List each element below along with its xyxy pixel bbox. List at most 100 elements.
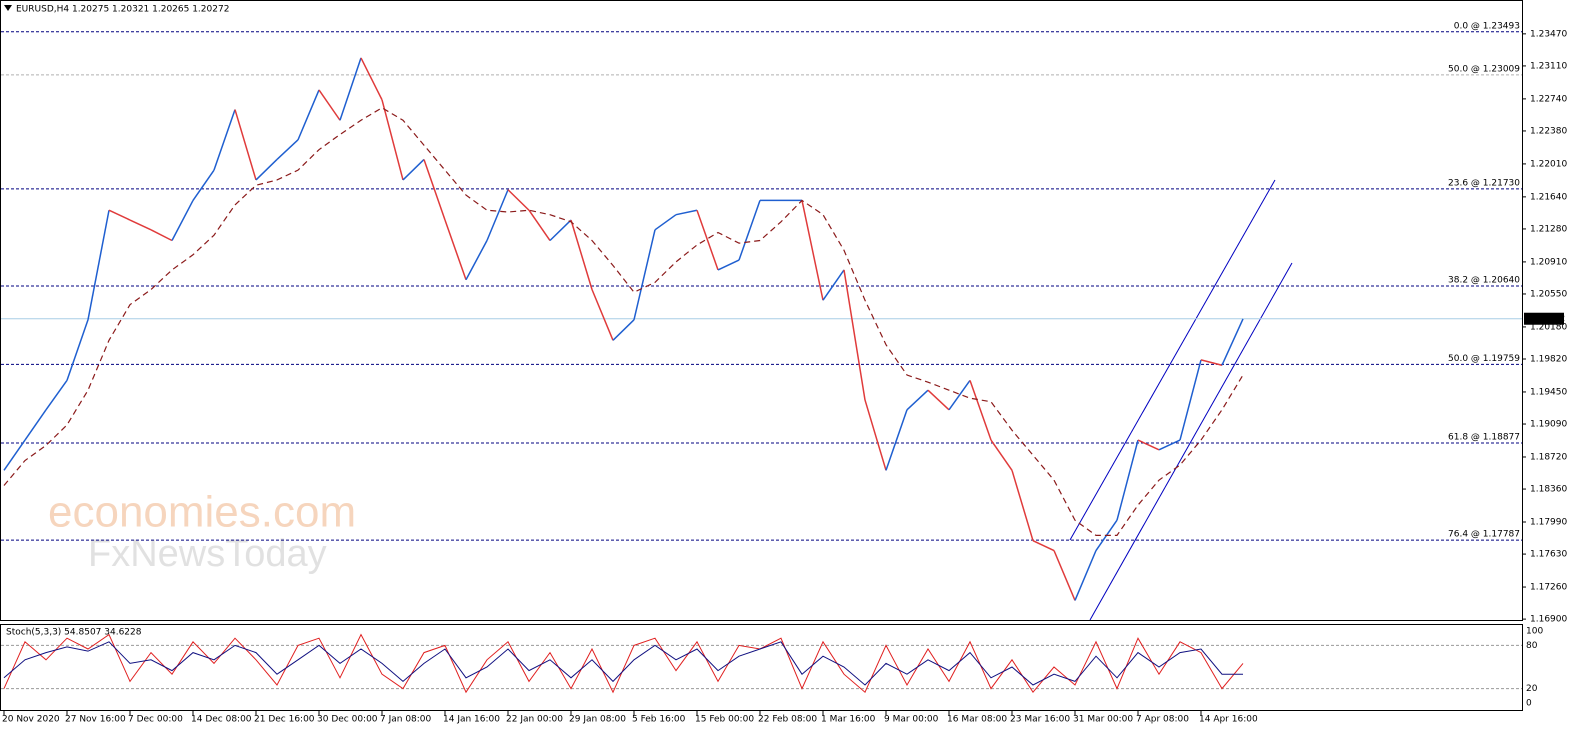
y-tick-label: 1.20550 bbox=[1530, 289, 1567, 299]
price-segment bbox=[444, 219, 467, 280]
price-segment bbox=[549, 219, 572, 242]
x-tick-label: 7 Jan 08:00 bbox=[380, 715, 432, 725]
price-segment bbox=[633, 229, 656, 320]
fib-label: 50.0 @ 1.19759 bbox=[1448, 354, 1520, 364]
y-tick-label: 1.19820 bbox=[1530, 354, 1567, 364]
y-tick-label: 1.22380 bbox=[1530, 126, 1567, 136]
y-tick-label: 1.21280 bbox=[1530, 224, 1567, 234]
x-tick-label: 31 Mar 00:00 bbox=[1073, 715, 1133, 725]
price-segment bbox=[1032, 540, 1055, 552]
price-segment bbox=[66, 319, 89, 381]
price-segment bbox=[213, 109, 236, 171]
price-segment bbox=[465, 240, 488, 281]
price-segment bbox=[1158, 439, 1181, 451]
price-segment bbox=[255, 158, 278, 181]
price-segment bbox=[906, 389, 929, 411]
y-tick-label: 1.18720 bbox=[1530, 452, 1567, 462]
price-segment bbox=[423, 159, 446, 221]
price-segment bbox=[234, 109, 257, 181]
stoch-tick-label: 80 bbox=[1526, 641, 1538, 651]
stoch-tick-label: 20 bbox=[1526, 684, 1538, 694]
price-segment bbox=[612, 319, 635, 341]
price-segment bbox=[801, 200, 824, 301]
x-tick-label: 14 Jan 16:00 bbox=[443, 715, 500, 725]
channel-line bbox=[1069, 179, 1276, 541]
main-frame bbox=[0, 0, 1523, 621]
stoch-tick-label: 100 bbox=[1526, 627, 1543, 637]
price-segment bbox=[1116, 439, 1139, 521]
y-tick-label: 1.21640 bbox=[1530, 192, 1567, 202]
fib-label: 50.0 @ 1.23009 bbox=[1448, 64, 1520, 74]
x-tick-label: 20 Nov 2020 bbox=[2, 715, 60, 725]
x-tick-label: 5 Feb 16:00 bbox=[632, 715, 686, 725]
y-tick-label: 1.20910 bbox=[1530, 257, 1567, 267]
price-segment bbox=[927, 389, 950, 411]
price-segment bbox=[1137, 439, 1160, 451]
price-segment bbox=[87, 210, 110, 320]
x-tick-label: 30 Dec 00:00 bbox=[317, 715, 378, 725]
price-segment bbox=[297, 89, 320, 141]
y-tick-label: 1.16900 bbox=[1530, 615, 1567, 625]
stoch-frame bbox=[0, 624, 1523, 711]
x-tick-label: 1 Mar 16:00 bbox=[821, 715, 876, 725]
price-segment bbox=[192, 169, 215, 201]
price-segment bbox=[1179, 359, 1202, 441]
price-segment bbox=[1074, 550, 1097, 601]
y-tick-label: 1.17630 bbox=[1530, 550, 1567, 560]
chart-title: EURUSD,H4 1.20275 1.20321 1.20265 1.2027… bbox=[16, 5, 229, 15]
last-price-label: 1.20272 bbox=[1528, 314, 1565, 324]
y-tick-label: 1.22740 bbox=[1530, 94, 1567, 104]
last-price-box bbox=[1524, 312, 1564, 325]
fib-label: 0.0 @ 1.23493 bbox=[1454, 21, 1520, 31]
price-segment bbox=[1221, 318, 1244, 366]
price-segment bbox=[3, 439, 26, 471]
stoch-line bbox=[3, 633, 1244, 694]
x-tick-label: 29 Jan 08:00 bbox=[569, 715, 626, 725]
channel-line bbox=[1089, 262, 1293, 621]
x-tick-label: 21 Dec 16:00 bbox=[254, 715, 315, 725]
price-segment bbox=[360, 57, 383, 101]
x-tick-label: 14 Apr 16:00 bbox=[1199, 715, 1258, 725]
price-segment bbox=[24, 409, 47, 441]
watermark: FxNewsToday bbox=[88, 533, 327, 575]
price-segment bbox=[381, 99, 404, 181]
x-tick-label: 27 Nov 16:00 bbox=[65, 715, 126, 725]
price-segment bbox=[717, 259, 740, 271]
stoch-label: Stoch(5,3,3) 54.8507 34.6228 bbox=[6, 628, 142, 638]
price-segment bbox=[822, 269, 845, 301]
price-segment bbox=[654, 214, 677, 231]
price-segment bbox=[129, 219, 152, 231]
y-tick-label: 1.19450 bbox=[1530, 387, 1567, 397]
x-tick-label: 7 Apr 08:00 bbox=[1136, 715, 1189, 725]
stoch-tick-label: 0 bbox=[1526, 699, 1532, 709]
price-segment bbox=[528, 209, 551, 241]
price-segment bbox=[1011, 470, 1034, 541]
x-tick-label: 15 Feb 00:00 bbox=[695, 715, 754, 725]
x-tick-label: 7 Dec 00:00 bbox=[128, 715, 183, 725]
price-segment bbox=[675, 209, 698, 216]
y-tick-label: 1.17260 bbox=[1530, 583, 1567, 593]
x-tick-label: 9 Mar 00:00 bbox=[884, 715, 939, 725]
price-segment bbox=[339, 57, 362, 121]
y-tick-label: 1.19090 bbox=[1530, 420, 1567, 430]
price-segment bbox=[276, 139, 299, 161]
fib-label: 76.4 @ 1.17787 bbox=[1448, 530, 1520, 540]
price-segment bbox=[969, 380, 992, 441]
price-segment bbox=[150, 229, 173, 242]
price-segment bbox=[843, 269, 866, 401]
price-segment bbox=[885, 409, 908, 471]
price-segment bbox=[1200, 359, 1223, 366]
x-tick-label: 22 Feb 08:00 bbox=[758, 715, 817, 725]
x-tick-label: 14 Dec 08:00 bbox=[191, 715, 252, 725]
price-segment bbox=[108, 209, 131, 221]
moving-average bbox=[3, 107, 1244, 536]
price-segment bbox=[45, 379, 68, 411]
x-tick-label: 16 Mar 08:00 bbox=[947, 715, 1007, 725]
y-tick-label: 1.20180 bbox=[1530, 322, 1567, 332]
fib-label: 23.6 @ 1.21730 bbox=[1448, 178, 1520, 188]
price-segment bbox=[402, 158, 425, 181]
price-segment bbox=[738, 200, 761, 261]
price-segment bbox=[507, 189, 530, 211]
